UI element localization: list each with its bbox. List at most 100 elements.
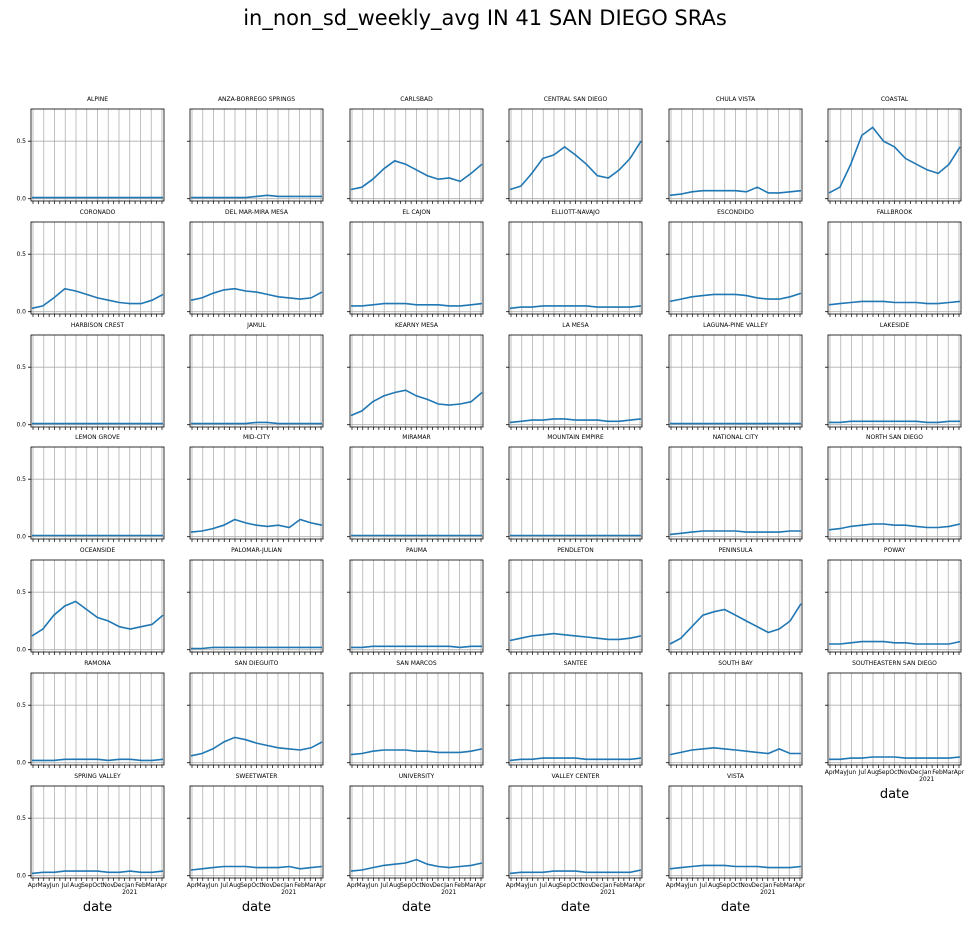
y-tick-label: 0.5 — [16, 138, 26, 145]
panel-title-laguna-pine-valley: LAGUNA-PINE VALLEY — [703, 322, 768, 329]
panel-title-ramona: RAMONA — [84, 660, 111, 667]
panel-title-lakeside: LAKESIDE — [880, 322, 910, 329]
x-tick-label: Jul — [220, 882, 229, 889]
x-tick-label: Nov — [580, 882, 592, 889]
panel-title-la-mesa: LA MESA — [562, 322, 589, 329]
x-tick-label: Dec — [432, 882, 444, 889]
x-tick-label: Jan — [762, 882, 772, 889]
series-line-mid-city — [190, 518, 323, 533]
series-line-oceanside — [31, 600, 164, 637]
panel-title-escondido: ESCONDIDO — [717, 209, 754, 216]
series-line-kearny-mesa — [350, 389, 483, 417]
x-tick-label: May — [357, 882, 370, 889]
x-tick-label: Feb — [773, 882, 784, 889]
series-line-carlsbad — [350, 159, 483, 191]
x-tick-label: Jun — [208, 882, 219, 889]
x-tick-label: Apr — [954, 769, 965, 776]
series-line-southeastern-san-diego — [829, 756, 961, 761]
series-line-spring-valley — [31, 870, 164, 875]
series-line-la-mesa — [509, 418, 642, 424]
panel-title-kearny-mesa: KEARNY MESA — [395, 322, 439, 329]
panel-title-alpine: ALPINE — [87, 96, 108, 103]
series-line-ramona — [32, 758, 164, 762]
x-tick-label: Oct — [570, 882, 581, 889]
series-line-del-mar-mira-mesa — [190, 287, 323, 301]
x-tick-label: Jul — [699, 882, 708, 889]
x-tick-label: Mar — [624, 882, 636, 889]
x-year-label: 2021 — [281, 889, 296, 896]
x-year-label: 2021 — [760, 889, 775, 896]
series-line-escondido — [669, 292, 802, 303]
x-year-label: 2021 — [919, 776, 934, 783]
x-tick-label: Feb — [613, 882, 624, 889]
x-tick-label: Jun — [527, 882, 538, 889]
series-line-san-dieguito — [190, 736, 323, 757]
series-line-chula-vista — [669, 186, 802, 197]
x-year-label: 2021 — [122, 889, 137, 896]
x-tick-label: Nov — [740, 882, 752, 889]
panel-title-harbison-crest: HARBISON CREST — [71, 322, 125, 329]
panel-title-miramar: MIRAMAR — [402, 434, 430, 441]
y-tick-label: 0.0 — [16, 760, 26, 767]
x-tick-label: Dec — [272, 882, 284, 889]
y-tick-label: 0.5 — [16, 815, 26, 822]
panel-title-poway: POWAY — [884, 547, 906, 554]
x-tick-label: Jan — [124, 882, 134, 889]
x-tick-label: Jul — [858, 769, 867, 776]
x-tick-label: Apr — [635, 882, 646, 889]
x-tick-label: Mar — [943, 769, 955, 776]
series-line-national-city — [669, 530, 801, 536]
y-tick-label: 0.0 — [16, 873, 26, 880]
y-tick-label: 0.0 — [16, 422, 26, 429]
series-line-anza-borrego-springs — [191, 194, 322, 199]
x-tick-label: Apr — [506, 882, 517, 889]
x-tick-label: Feb — [932, 769, 943, 776]
panel-title-sweetwater: SWEETWATER — [236, 773, 278, 780]
x-tick-label: Mar — [305, 882, 317, 889]
x-tick-label: Sep — [878, 769, 890, 776]
y-tick-label: 0.0 — [16, 647, 26, 654]
panel-title-national-city: NATIONAL CITY — [713, 434, 759, 441]
panel-title-pauma: PAUMA — [406, 547, 428, 554]
series-line-fallbrook — [828, 300, 961, 306]
series-line-pendleton — [509, 632, 642, 642]
x-tick-label: Jul — [61, 882, 70, 889]
x-tick-label: Jun — [846, 769, 857, 776]
panel-title-palomar-julian: PALOMAR-JULIAN — [231, 547, 282, 554]
panel-title-valley-center: VALLEY CENTER — [552, 773, 600, 780]
series-line-coastal — [828, 126, 961, 194]
panel-title-university: UNIVERSITY — [399, 773, 435, 780]
panel-title-elliott-navajo: ELLIOTT-NAVAJO — [551, 209, 600, 216]
series-line-valley-center — [509, 869, 642, 875]
x-axis-label: date — [402, 900, 431, 915]
x-tick-label: Apr — [187, 882, 198, 889]
x-tick-label: Jun — [687, 882, 698, 889]
x-tick-label: Aug — [708, 882, 720, 889]
x-tick-label: Mar — [146, 882, 158, 889]
panel-title-chula-vista: CHULA VISTA — [716, 96, 756, 103]
panel-title-peninsula: PENINSULA — [719, 547, 754, 554]
series-line-poway — [829, 640, 961, 645]
series-line-el-cajon — [351, 302, 483, 307]
x-tick-label: Jun — [368, 882, 379, 889]
panel-title-coastal: COASTAL — [881, 96, 909, 103]
x-tick-label: Aug — [70, 882, 82, 889]
x-tick-label: Apr — [666, 882, 677, 889]
y-tick-label: 0.0 — [16, 309, 26, 316]
x-axis-label: date — [721, 900, 750, 915]
series-line-coronado — [31, 287, 164, 310]
x-tick-label: May — [197, 882, 210, 889]
series-line-elliott-navajo — [509, 305, 642, 310]
series-line-lakeside — [829, 420, 960, 424]
x-tick-label: Feb — [135, 882, 146, 889]
x-tick-label: Dec — [910, 769, 922, 776]
y-tick-label: 0.5 — [16, 476, 26, 483]
x-tick-label: Aug — [389, 882, 401, 889]
series-line-north-san-diego — [828, 523, 961, 531]
x-tick-label: Apr — [316, 882, 327, 889]
x-tick-label: Apr — [825, 769, 836, 776]
series-line-university — [350, 858, 483, 872]
panel-title-anza-borrego-springs: ANZA-BORREGO SPRINGS — [218, 96, 295, 103]
panel-title-fallbrook: FALLBROOK — [877, 209, 913, 216]
y-tick-label: 0.5 — [16, 589, 26, 596]
